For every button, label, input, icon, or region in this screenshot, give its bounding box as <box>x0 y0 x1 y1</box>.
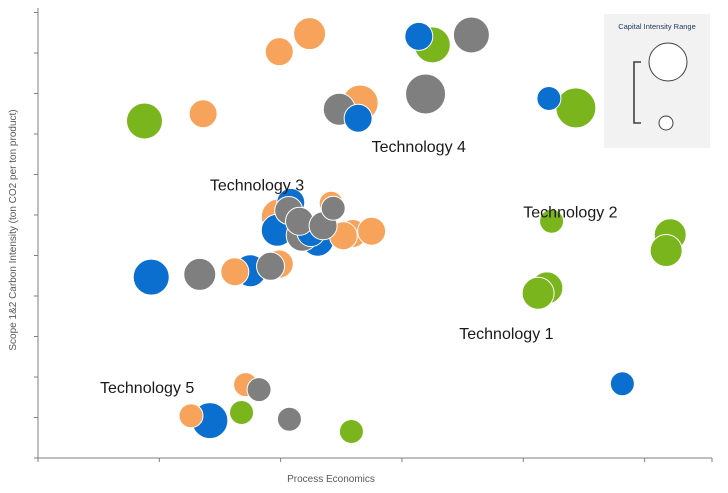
x-ticks <box>37 458 713 462</box>
annotation-technology-1: Technology 4 <box>372 139 466 156</box>
annotation-technology-4: Technology 1 <box>459 326 553 343</box>
legend-small-circle-icon <box>658 115 674 131</box>
point-gray-34 <box>256 251 286 281</box>
annotation-technology-3: Technology 2 <box>523 204 617 221</box>
point-gray-32 <box>285 206 315 236</box>
point-green-14 <box>649 234 683 268</box>
annotations: Technology 4 Technology 3 Technology 2 Tech… <box>100 139 618 397</box>
point-gray-44 <box>246 377 272 403</box>
point-orange-25 <box>188 99 218 129</box>
point-orange-27 <box>357 216 387 246</box>
point-gray-1 <box>405 73 447 115</box>
point-orange-39 <box>178 403 204 429</box>
point-gray-19 <box>183 257 217 291</box>
point-orange-24 <box>264 37 294 67</box>
legend-title: Capital Intensity Range <box>618 22 696 31</box>
point-gray-43 <box>320 195 346 221</box>
annotation-technology-5: Technology 5 <box>100 380 194 397</box>
legend: Capital Intensity Range <box>604 14 710 148</box>
legend-bracket-icon <box>633 61 641 124</box>
point-blue-36 <box>609 371 635 397</box>
point-gray-8 <box>452 16 490 54</box>
point-green-0 <box>555 87 597 129</box>
annotation-technology-2: Technology 3 <box>210 177 304 194</box>
point-orange-12 <box>293 17 327 51</box>
point-blue-35 <box>536 85 562 111</box>
point-green-42 <box>338 418 364 444</box>
point-blue-20 <box>404 21 434 51</box>
point-blue-21 <box>343 103 373 133</box>
legend-large-circle-icon <box>648 42 688 82</box>
point-green-16 <box>521 276 555 310</box>
x-axis-label: Process Economics <box>287 474 375 485</box>
legend-box <box>604 14 710 148</box>
point-blue-2 <box>132 258 170 296</box>
point-green-7 <box>125 102 163 140</box>
data-points <box>125 16 687 444</box>
y-ticks <box>34 12 38 459</box>
point-green-41 <box>229 400 255 426</box>
axes <box>34 8 713 462</box>
point-gray-45 <box>276 406 302 432</box>
y-axis-label: Scope 1&2 Carbon Intensity (ton CO2 per … <box>8 109 19 350</box>
point-green-40 <box>539 208 565 234</box>
point-orange-30 <box>220 257 250 287</box>
